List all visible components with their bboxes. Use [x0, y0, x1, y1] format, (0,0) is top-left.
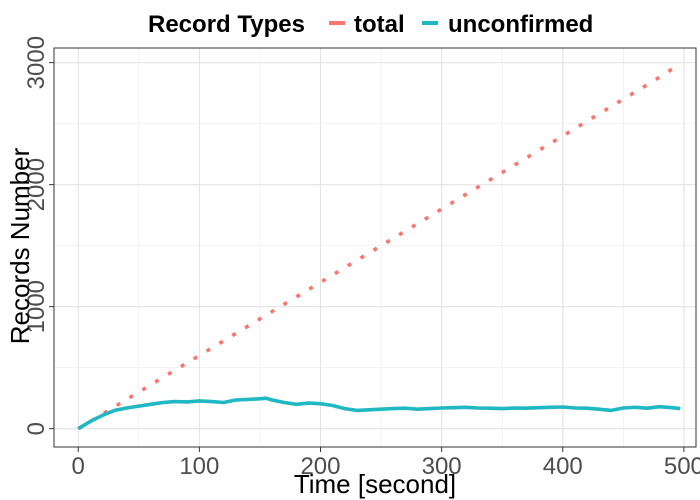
- x-tick-label: 0: [72, 453, 85, 480]
- y-tick-label: 3000: [23, 36, 50, 89]
- y-tick-label: 1000: [23, 280, 50, 333]
- y-tick-label: 0: [23, 422, 50, 435]
- legend-label-unconfirmed: unconfirmed: [448, 11, 593, 38]
- y-axis-title: Records Number: [5, 147, 35, 344]
- x-tick-label: 400: [543, 453, 583, 480]
- x-tick-label: 200: [300, 453, 340, 480]
- plot-panel-border: [53, 47, 697, 448]
- legend-label-total: total: [354, 11, 405, 38]
- minor-gridlines: [54, 48, 696, 447]
- y-axis: 0 1000 2000 3000: [23, 36, 54, 435]
- x-tick-label: 300: [422, 453, 462, 480]
- x-tick-label: 100: [179, 453, 219, 480]
- x-axis-title: Time [second]: [294, 469, 456, 499]
- x-tick-label: 500: [664, 453, 700, 480]
- y-tick-label: 2000: [23, 158, 50, 211]
- series-total-line: [77, 62, 682, 431]
- series-layer: [77, 62, 682, 431]
- major-gridlines: [54, 48, 696, 447]
- x-axis: 0 100 200 300 400 500: [72, 447, 700, 480]
- legend-title: Record Types: [148, 11, 305, 38]
- series-unconfirmed-line: [77, 396, 681, 431]
- legend: Record Types total unconfirmed: [148, 11, 593, 38]
